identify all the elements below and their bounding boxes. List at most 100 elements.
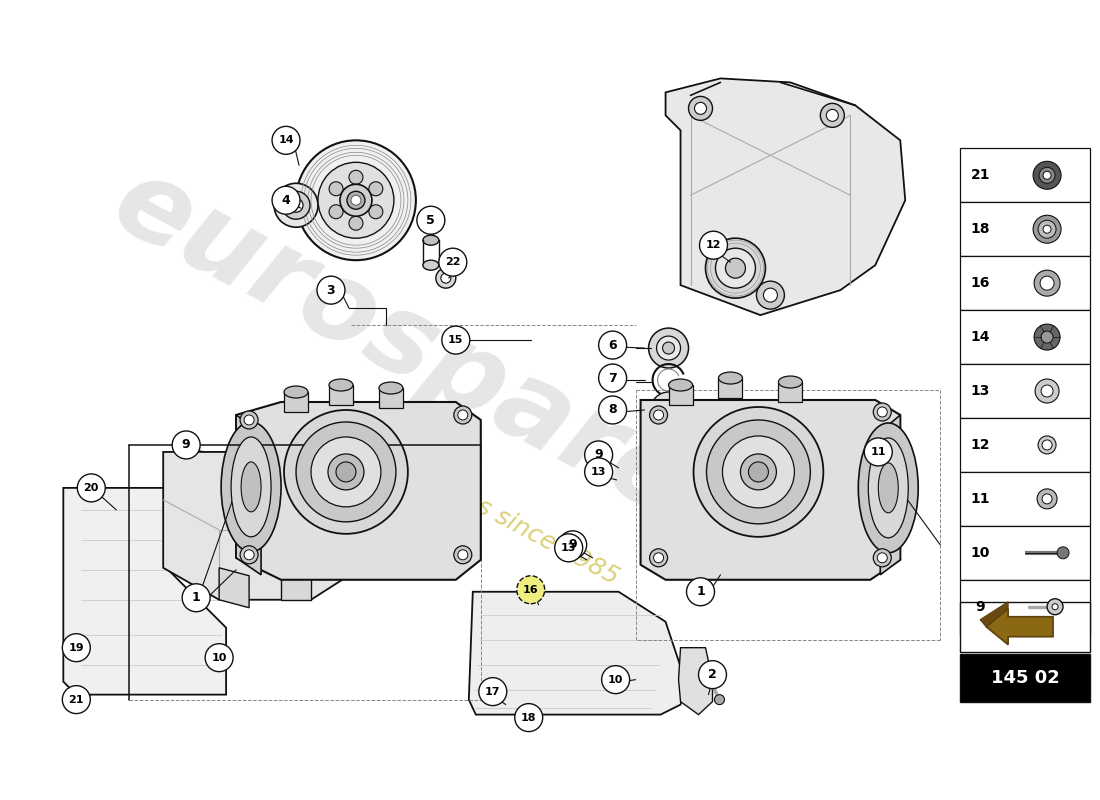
Polygon shape xyxy=(980,602,1008,626)
Circle shape xyxy=(650,406,668,424)
Circle shape xyxy=(1038,220,1056,238)
Text: 21: 21 xyxy=(68,694,84,705)
Circle shape xyxy=(757,281,784,309)
Circle shape xyxy=(1043,226,1052,234)
Polygon shape xyxy=(219,568,249,608)
Circle shape xyxy=(873,403,891,421)
Circle shape xyxy=(694,102,706,114)
Ellipse shape xyxy=(422,260,439,270)
Circle shape xyxy=(272,126,300,154)
Ellipse shape xyxy=(693,407,824,537)
Bar xyxy=(960,654,1090,702)
Circle shape xyxy=(689,96,713,120)
Circle shape xyxy=(1034,270,1060,296)
Circle shape xyxy=(77,474,106,502)
Text: 12: 12 xyxy=(970,438,990,452)
Polygon shape xyxy=(669,385,693,405)
Ellipse shape xyxy=(868,438,909,538)
Circle shape xyxy=(598,396,627,424)
Circle shape xyxy=(63,634,90,662)
Text: 7: 7 xyxy=(608,371,617,385)
Text: 5: 5 xyxy=(427,214,436,226)
Polygon shape xyxy=(469,592,685,714)
Circle shape xyxy=(454,406,472,424)
Polygon shape xyxy=(64,488,227,694)
Ellipse shape xyxy=(284,410,408,534)
Circle shape xyxy=(458,410,468,420)
Circle shape xyxy=(878,553,888,562)
Text: 3: 3 xyxy=(327,284,336,297)
Polygon shape xyxy=(986,609,1053,645)
Circle shape xyxy=(1041,276,1054,290)
Polygon shape xyxy=(666,78,905,315)
Polygon shape xyxy=(284,392,308,412)
Bar xyxy=(960,202,1090,256)
Text: 18: 18 xyxy=(521,713,537,722)
Ellipse shape xyxy=(723,436,794,508)
Polygon shape xyxy=(329,385,353,405)
Ellipse shape xyxy=(669,379,693,391)
Text: 13: 13 xyxy=(591,467,606,477)
Circle shape xyxy=(659,400,679,420)
Ellipse shape xyxy=(296,422,396,522)
Circle shape xyxy=(329,205,343,218)
Circle shape xyxy=(1047,598,1063,614)
Ellipse shape xyxy=(336,462,356,482)
Text: eurospares: eurospares xyxy=(96,148,766,572)
Bar xyxy=(960,580,1090,634)
Circle shape xyxy=(329,182,343,196)
Ellipse shape xyxy=(378,382,403,394)
Ellipse shape xyxy=(328,454,364,490)
Circle shape xyxy=(1042,440,1052,450)
Circle shape xyxy=(649,328,689,368)
Ellipse shape xyxy=(715,694,725,705)
Ellipse shape xyxy=(878,463,899,513)
Text: 21: 21 xyxy=(970,168,990,182)
Circle shape xyxy=(289,198,302,212)
Bar xyxy=(960,148,1090,202)
Circle shape xyxy=(205,644,233,672)
Text: 10: 10 xyxy=(211,653,227,662)
Circle shape xyxy=(244,415,254,425)
Circle shape xyxy=(1037,489,1057,509)
Circle shape xyxy=(340,184,372,216)
Bar xyxy=(960,364,1090,418)
Circle shape xyxy=(878,407,888,417)
Circle shape xyxy=(821,103,845,127)
Circle shape xyxy=(585,441,613,469)
Text: 4: 4 xyxy=(282,194,290,206)
Text: 10: 10 xyxy=(970,546,990,560)
Circle shape xyxy=(349,170,363,184)
Circle shape xyxy=(1035,379,1059,403)
Ellipse shape xyxy=(748,462,769,482)
Circle shape xyxy=(653,553,663,562)
Circle shape xyxy=(439,248,466,276)
Ellipse shape xyxy=(422,235,439,245)
Circle shape xyxy=(1034,324,1060,350)
Text: 8: 8 xyxy=(608,403,617,417)
Ellipse shape xyxy=(718,372,743,384)
Circle shape xyxy=(826,110,838,122)
Circle shape xyxy=(240,411,258,429)
Circle shape xyxy=(873,549,891,566)
Text: 14: 14 xyxy=(278,135,294,146)
Polygon shape xyxy=(236,402,481,580)
Circle shape xyxy=(653,410,663,420)
Bar xyxy=(960,602,1090,652)
Circle shape xyxy=(441,273,451,283)
Ellipse shape xyxy=(858,423,918,553)
Polygon shape xyxy=(640,400,900,580)
Text: 9: 9 xyxy=(976,600,984,614)
Circle shape xyxy=(763,288,778,302)
Circle shape xyxy=(585,458,613,486)
Text: 16: 16 xyxy=(522,585,539,594)
Ellipse shape xyxy=(231,437,271,537)
Polygon shape xyxy=(779,382,802,402)
Circle shape xyxy=(1042,494,1052,504)
Text: 1: 1 xyxy=(696,586,705,598)
Circle shape xyxy=(318,162,394,238)
Circle shape xyxy=(351,195,361,206)
Circle shape xyxy=(865,438,892,466)
Polygon shape xyxy=(280,568,311,600)
Circle shape xyxy=(705,238,766,298)
